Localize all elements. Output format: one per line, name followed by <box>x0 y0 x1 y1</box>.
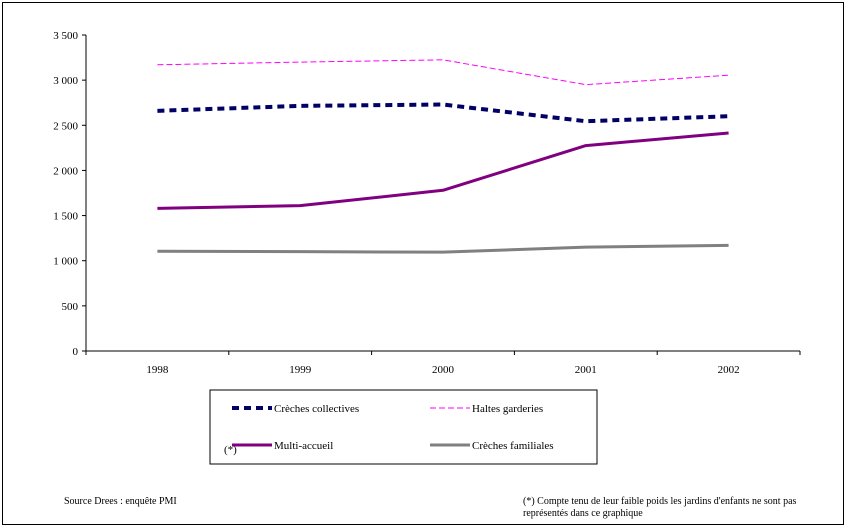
series-line-2 <box>157 59 729 86</box>
y-tick-label: 1 000 <box>53 256 78 268</box>
series-line-3 <box>157 131 729 210</box>
x-tick-label: 2002 <box>718 364 740 376</box>
y-tick-label: 500 <box>62 301 79 313</box>
x-tick-label: 1999 <box>289 364 312 376</box>
y-tick-label: 2 000 <box>53 165 78 177</box>
legend-footnote-marker: (*) <box>224 444 237 456</box>
y-tick-label: 0 <box>73 346 79 358</box>
footnote: (*) Compte tenu de leur faible poids les… <box>523 496 797 519</box>
y-tick-label: 3 000 <box>53 75 78 87</box>
legend-label: Multi-accueil <box>274 440 333 452</box>
chart-series <box>157 59 729 254</box>
legend-label: Crèches familiales <box>472 440 554 452</box>
series-line-4 <box>157 243 729 254</box>
chart-legend: Crèches collectives Haltes garderies Multi… <box>209 389 598 465</box>
y-tick-label: 3 500 <box>53 30 78 42</box>
series-line-1 <box>157 102 729 124</box>
y-tick-label: 2 500 <box>53 120 78 132</box>
x-tick-label: 2001 <box>575 364 597 376</box>
legend-label: Haltes garderies <box>472 403 543 415</box>
chart-axes: 0 500 1 000 1 500 2 000 2 500 3 000 3 500 1998 19… <box>53 30 801 376</box>
x-tick-label: 2000 <box>432 364 455 376</box>
legend-label: Crèches collectives <box>274 403 359 415</box>
legend-box <box>209 389 598 465</box>
source-note: Source Drees : enquête PMI <box>64 496 177 507</box>
y-tick-label: 1 500 <box>53 211 78 223</box>
x-tick-label: 1998 <box>146 364 169 376</box>
